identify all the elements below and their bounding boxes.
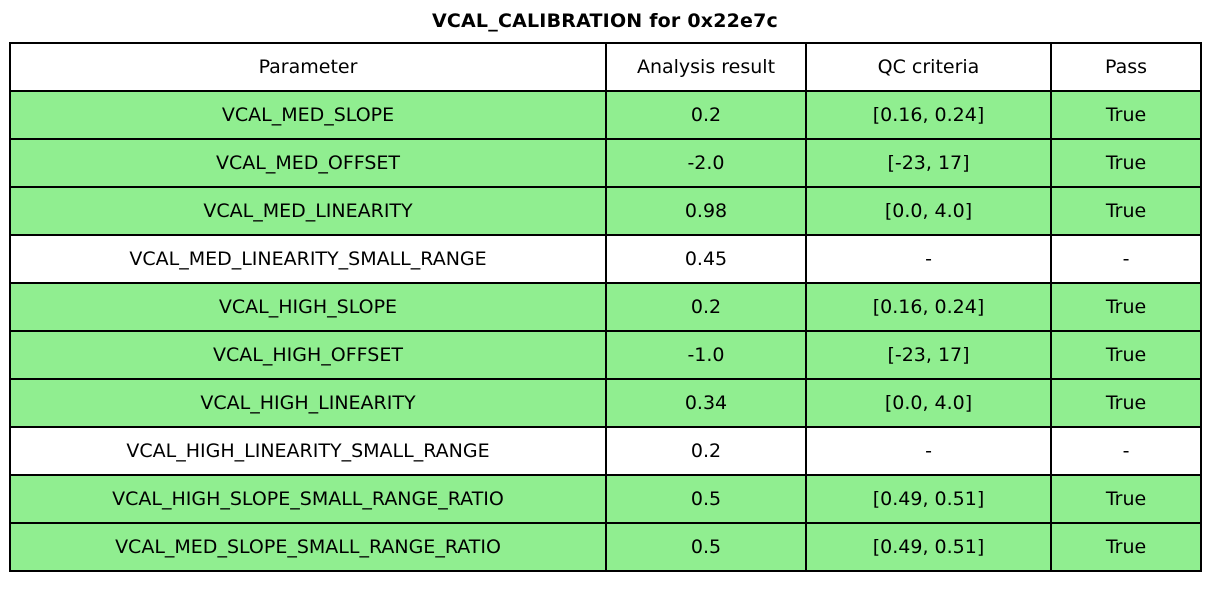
pass-cell: - [1050, 234, 1202, 284]
qc-criteria-cell: - [805, 234, 1052, 284]
column-header-qc-criteria: QC criteria [805, 42, 1052, 92]
qc-criteria-cell: [0.49, 0.51] [805, 522, 1052, 572]
table-row: VCAL_MED_SLOPE_SMALL_RANGE_RATIO 0.5 [0.49… [9, 522, 1202, 572]
analysis-result-cell: 0.34 [605, 378, 807, 428]
table-row: VCAL_MED_SLOPE 0.2 [0.16, 0.24] True [9, 90, 1202, 140]
pass-cell: True [1050, 330, 1202, 380]
pass-cell: True [1050, 522, 1202, 572]
parameter-cell: VCAL_MED_SLOPE_SMALL_RANGE_RATIO [9, 522, 607, 572]
analysis-result-cell: -2.0 [605, 138, 807, 188]
analysis-result-cell: 0.2 [605, 282, 807, 332]
pass-cell: True [1050, 282, 1202, 332]
column-header-pass: Pass [1050, 42, 1202, 92]
table-row: VCAL_HIGH_SLOPE 0.2 [0.16, 0.24] True [9, 282, 1202, 332]
analysis-result-cell: 0.2 [605, 90, 807, 140]
column-header-analysis-result: Analysis result [605, 42, 807, 92]
pass-cell: True [1050, 474, 1202, 524]
qc-criteria-cell: - [805, 426, 1052, 476]
table-row: VCAL_HIGH_OFFSET -1.0 [-23, 17] True [9, 330, 1202, 380]
table-head: Parameter Analysis result QC criteria Pass [9, 42, 1202, 92]
pass-cell: True [1050, 90, 1202, 140]
qc-table: Parameter Analysis result QC criteria Pass … [9, 42, 1202, 572]
table-row: VCAL_HIGH_LINEARITY 0.34 [0.0, 4.0] True [9, 378, 1202, 428]
table-row: VCAL_MED_LINEARITY_SMALL_RANGE 0.45- - [9, 234, 1202, 284]
qc-criteria-cell: [0.0, 4.0] [805, 186, 1052, 236]
qc-criteria-cell: [-23, 17] [805, 138, 1052, 188]
analysis-result-cell: -1.0 [605, 330, 807, 380]
parameter-cell: VCAL_MED_LINEARITY_SMALL_RANGE [9, 234, 607, 284]
pass-cell: True [1050, 378, 1202, 428]
table-row: VCAL_HIGH_LINEARITY_SMALL_RANGE 0.2- - [9, 426, 1202, 476]
qc-criteria-cell: [0.49, 0.51] [805, 474, 1052, 524]
header-row: Parameter Analysis result QC criteria Pass [9, 42, 1202, 92]
analysis-result-cell: 0.98 [605, 186, 807, 236]
pass-cell: True [1050, 138, 1202, 188]
analysis-result-cell: 0.5 [605, 522, 807, 572]
qc-criteria-cell: [-23, 17] [805, 330, 1052, 380]
analysis-result-cell: 0.45 [605, 234, 807, 284]
parameter-cell: VCAL_MED_OFFSET [9, 138, 607, 188]
parameter-cell: VCAL_HIGH_SLOPE_SMALL_RANGE_RATIO [9, 474, 607, 524]
qc-criteria-cell: [0.16, 0.24] [805, 282, 1052, 332]
analysis-result-cell: 0.5 [605, 474, 807, 524]
parameter-cell: VCAL_HIGH_OFFSET [9, 330, 607, 380]
page-title: VCAL_CALIBRATION for 0x22e7c [431, 10, 778, 32]
pass-cell: - [1050, 426, 1202, 476]
qc-criteria-cell: [0.0, 4.0] [805, 378, 1052, 428]
parameter-cell: VCAL_HIGH_LINEARITY_SMALL_RANGE [9, 426, 607, 476]
table-row: VCAL_HIGH_SLOPE_SMALL_RANGE_RATIO 0.5 [0.4… [9, 474, 1202, 524]
column-header-parameter: Parameter [9, 42, 607, 92]
parameter-cell: VCAL_HIGH_SLOPE [9, 282, 607, 332]
table-row: VCAL_MED_LINEARITY 0.98 [0.0, 4.0] True [9, 186, 1202, 236]
qc-criteria-cell: [0.16, 0.24] [805, 90, 1052, 140]
table-body: VCAL_MED_SLOPE 0.2 [0.16, 0.24] True VCAL_ME… [9, 90, 1202, 572]
parameter-cell: VCAL_MED_SLOPE [9, 90, 607, 140]
analysis-result-cell: 0.2 [605, 426, 807, 476]
pass-cell: True [1050, 186, 1202, 236]
parameter-cell: VCAL_HIGH_LINEARITY [9, 378, 607, 428]
parameter-cell: VCAL_MED_LINEARITY [9, 186, 607, 236]
table-row: VCAL_MED_OFFSET -2.0 [-23, 17] True [9, 138, 1202, 188]
